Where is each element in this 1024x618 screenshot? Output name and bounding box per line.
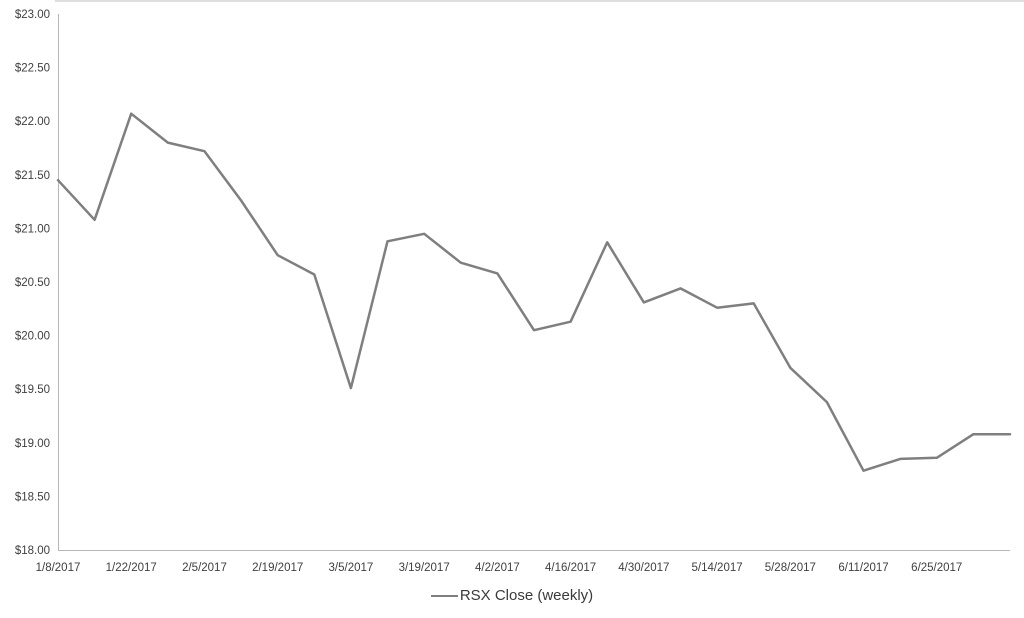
legend-line-sample xyxy=(430,595,458,597)
x-tick-label: 3/19/2017 xyxy=(399,562,450,574)
y-tick-label: $22.50 xyxy=(15,63,50,75)
x-tick-label: 4/2/2017 xyxy=(475,562,520,574)
y-tick-label: $18.50 xyxy=(15,491,50,503)
y-tick-label: $23.00 xyxy=(15,9,50,21)
y-tick-label: $20.00 xyxy=(15,331,50,343)
x-tick-label: 6/25/2017 xyxy=(911,562,962,574)
y-tick-label: $20.50 xyxy=(15,277,50,289)
y-tick-label: $18.00 xyxy=(15,545,50,557)
y-tick-label: $19.50 xyxy=(15,384,50,396)
x-tick-label: 1/22/2017 xyxy=(106,562,157,574)
legend: RSX Close (weekly) xyxy=(0,586,1024,606)
x-tick-label: 4/16/2017 xyxy=(545,562,596,574)
y-tick-label: $22.00 xyxy=(15,116,50,128)
x-tick-label: 2/19/2017 xyxy=(252,562,303,574)
x-tick-label: 5/28/2017 xyxy=(765,562,816,574)
x-tick-label: 2/5/2017 xyxy=(182,562,227,574)
x-tick-label: 5/14/2017 xyxy=(691,562,742,574)
x-tick-label: 4/30/2017 xyxy=(618,562,669,574)
y-tick-label: $19.00 xyxy=(15,438,50,450)
x-tick-label: 6/11/2017 xyxy=(838,562,888,574)
legend-label: RSX Close (weekly) xyxy=(459,587,594,604)
y-tick-label: $21.00 xyxy=(15,223,50,235)
x-tick-label: 1/8/2017 xyxy=(36,562,81,574)
y-tick-label: $21.50 xyxy=(15,170,50,182)
x-tick-label: 3/5/2017 xyxy=(329,562,374,574)
plot-line xyxy=(56,112,1012,472)
